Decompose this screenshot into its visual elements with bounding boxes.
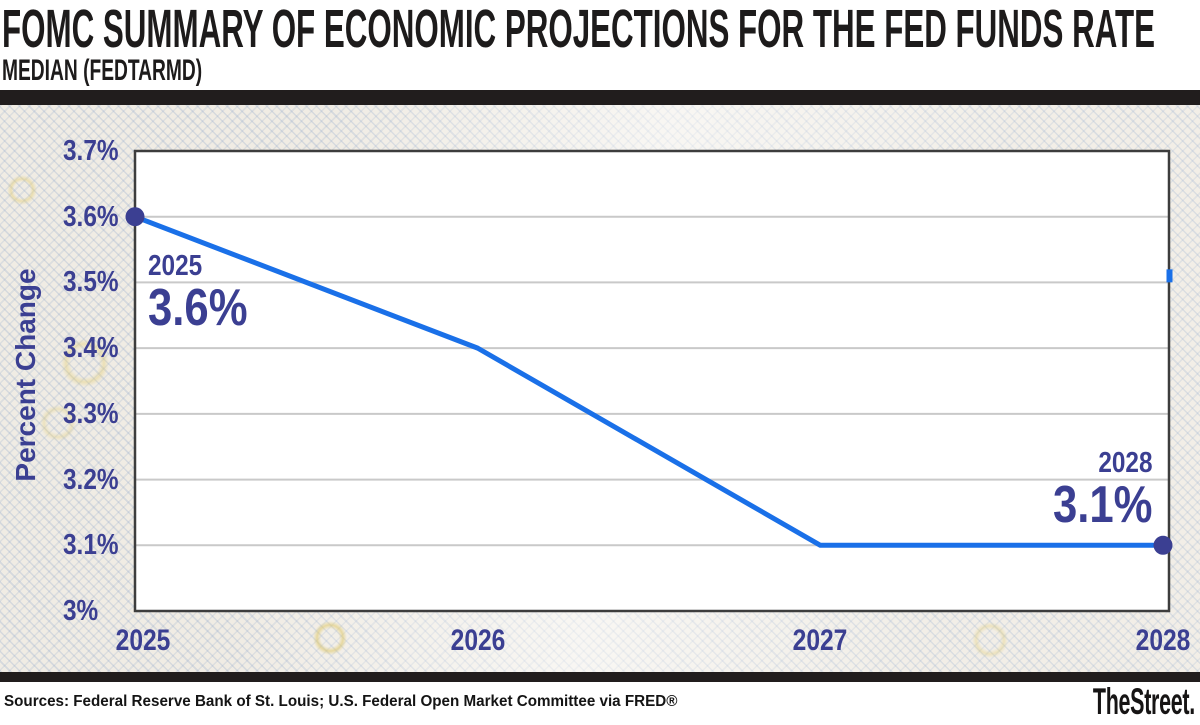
x-tick-label: 2028	[1135, 624, 1191, 657]
page-title: FOMC SUMMARY OF ECONOMIC PROJECTIONS FOR…	[2, 0, 1156, 59]
footer-divider-bar	[0, 672, 1200, 682]
header-divider-bar	[0, 90, 1200, 105]
x-tick-label: 2026	[450, 624, 506, 657]
y-tick-label: 3.5%	[63, 266, 119, 299]
y-tick-label: 3.6%	[63, 200, 119, 233]
y-tick-label: 3%	[63, 595, 99, 627]
chart-background-texture	[0, 105, 1200, 672]
page-subtitle: MEDIAN (FEDTARMD)	[2, 54, 203, 87]
y-tick-label: 3.1%	[63, 529, 119, 562]
point-annotation: 2028 3.1%	[1053, 448, 1153, 532]
annotation-year: 2025	[148, 249, 203, 282]
x-tick-label: 2025	[115, 624, 171, 657]
y-tick-label: 3.3%	[63, 397, 119, 430]
y-axis-title: Percent Change	[10, 268, 41, 482]
annotation-year: 2028	[1098, 447, 1153, 480]
y-tick-label: 3.7%	[63, 135, 119, 167]
x-tick-label: 2027	[792, 624, 848, 657]
thestreet-logo: TheStreet.	[1092, 681, 1195, 722]
point-annotation: 2025 3.6%	[148, 251, 248, 335]
y-tick-label: 3.4%	[63, 332, 119, 365]
sources-attribution: Sources: Federal Reserve Bank of St. Lou…	[4, 693, 678, 710]
y-tick-label: 3.2%	[63, 463, 119, 496]
annotation-value: 3.1%	[1053, 476, 1153, 535]
annotation-value: 3.6%	[148, 278, 248, 337]
